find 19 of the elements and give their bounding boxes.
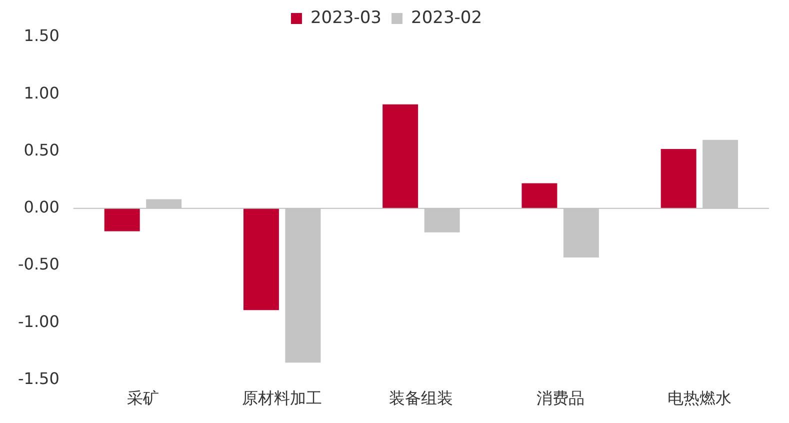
x-tick-label: 装备组装 bbox=[389, 388, 454, 408]
y-tick-label: -0.50 bbox=[18, 254, 60, 274]
bar bbox=[243, 208, 279, 310]
legend-label: 2023-02 bbox=[411, 8, 482, 28]
y-tick-label: 1.50 bbox=[24, 26, 60, 46]
y-tick-label: -1.00 bbox=[18, 312, 60, 331]
x-tick-label: 原材料加工 bbox=[242, 388, 322, 408]
bar bbox=[522, 183, 558, 208]
bar bbox=[104, 208, 140, 232]
x-tick-label: 电热燃水 bbox=[667, 388, 732, 408]
x-tick-label: 消费品 bbox=[536, 388, 584, 408]
y-tick-label: 0.50 bbox=[24, 140, 60, 160]
bar bbox=[382, 104, 418, 208]
y-tick-label: -1.50 bbox=[18, 368, 60, 388]
bar bbox=[660, 148, 696, 208]
y-tick-label: 1.00 bbox=[24, 83, 60, 102]
legend-label: 2023-03 bbox=[310, 8, 382, 28]
y-tick-label: 0.00 bbox=[24, 198, 60, 217]
x-tick-label: 采矿 bbox=[126, 388, 159, 408]
